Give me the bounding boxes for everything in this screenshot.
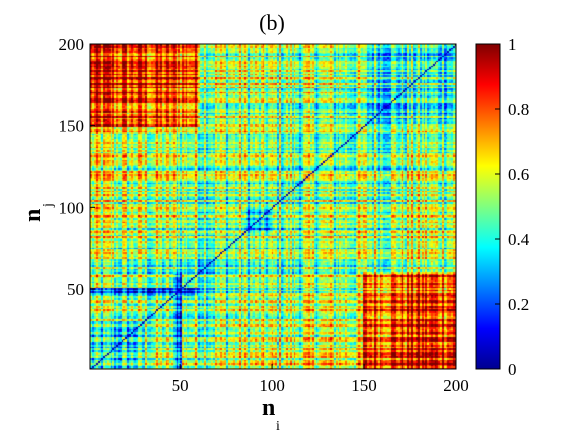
panel-title: (b) <box>259 10 285 35</box>
colorbar-tick-label: 0.8 <box>508 100 529 119</box>
y-axis: 50 100 150 200 <box>59 35 95 299</box>
x-tick-label: 150 <box>351 376 377 395</box>
y-axis-label-main: n <box>20 209 46 222</box>
x-tick-label: 100 <box>259 376 285 395</box>
y-tick-label: 100 <box>59 198 85 217</box>
y-axis-label: n j <box>20 203 56 222</box>
x-axis: 50 100 150 200 <box>172 364 469 395</box>
colorbar-tick-label: 0.4 <box>508 230 530 249</box>
x-axis-label: n i <box>262 395 280 434</box>
y-tick-label: 50 <box>67 280 84 299</box>
colorbar-tick-label: 0.2 <box>508 295 529 314</box>
x-axis-label-sub: i <box>276 419 280 434</box>
colorbar-tick-label: 1 <box>508 35 517 54</box>
heatmap-canvas <box>90 44 456 369</box>
colorbar-gradient <box>475 43 501 370</box>
y-axis-label-sub: j <box>41 203 56 208</box>
x-tick-label: 50 <box>172 376 189 395</box>
y-tick-label: 150 <box>59 117 85 136</box>
colorbar-ticks: 0 0.2 0.4 0.6 0.8 1 <box>495 35 530 379</box>
colorbar: 0 0.2 0.4 0.6 0.8 1 <box>475 35 530 379</box>
x-tick-label: 200 <box>443 376 469 395</box>
y-tick-label: 200 <box>59 35 85 54</box>
plot-frame <box>89 43 457 370</box>
x-axis-label-main: n <box>262 395 275 421</box>
colorbar-tick-label: 0 <box>508 360 517 379</box>
heatmap <box>89 43 457 370</box>
colorbar-tick-label: 0.6 <box>508 165 529 184</box>
heatmap-canvas-wrap <box>90 44 456 369</box>
